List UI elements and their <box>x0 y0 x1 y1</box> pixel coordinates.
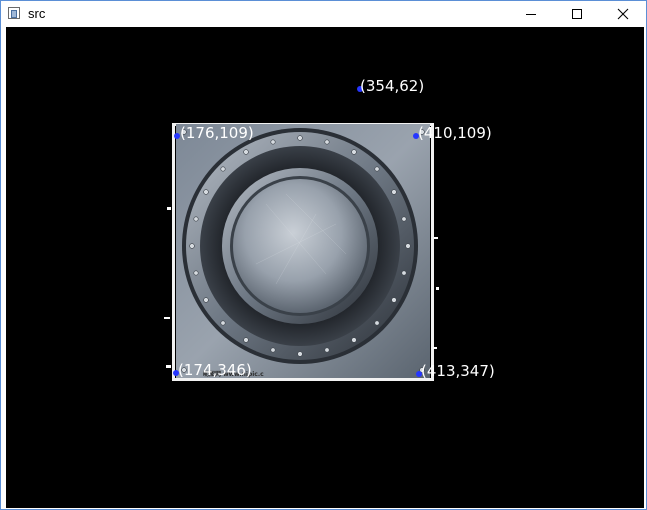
coordinate-label: (174,346) <box>178 361 252 379</box>
edge-artifact <box>433 347 437 349</box>
edge-artifact <box>167 207 171 210</box>
metal-porthole-image <box>176 124 430 378</box>
edge-artifact <box>434 237 438 239</box>
coordinate-label: (176,109) <box>180 124 254 142</box>
coordinate-label: (354,62) <box>360 77 425 95</box>
coordinate-label: (410,109) <box>418 124 492 142</box>
coordinate-label: (413,347) <box>421 362 495 380</box>
close-button[interactable] <box>600 1 646 27</box>
image-watermark: 昵图网 www.nipic.c <box>203 371 264 378</box>
edge-artifact <box>164 317 170 319</box>
point-marker <box>174 133 180 139</box>
minimize-button[interactable] <box>508 1 554 27</box>
maximize-button[interactable] <box>554 1 600 27</box>
close-icon <box>617 8 629 20</box>
point-marker <box>413 133 419 139</box>
image-canvas[interactable]: 昵图网 www.nipic.c (354,62) (176,109) (410,… <box>6 27 644 508</box>
app-icon <box>8 7 20 19</box>
point-marker <box>416 371 422 377</box>
point-marker <box>173 370 179 376</box>
point-marker <box>357 86 363 92</box>
edge-artifact <box>436 287 439 290</box>
maximize-icon <box>572 9 582 19</box>
edge-artifact <box>166 365 171 368</box>
title-bar[interactable]: src <box>1 1 646 27</box>
minimize-icon <box>526 14 536 15</box>
window-title: src <box>28 6 46 21</box>
